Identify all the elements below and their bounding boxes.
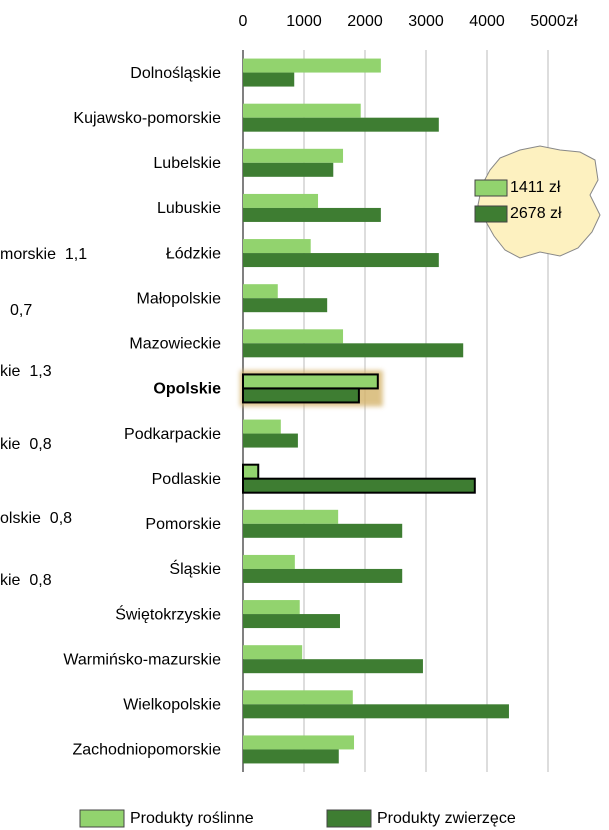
bar xyxy=(243,433,298,448)
map-legend-swatch xyxy=(474,179,508,197)
bar xyxy=(243,419,281,434)
bar xyxy=(243,117,439,132)
bar xyxy=(243,193,319,208)
y-tick-label: Wielkopolskie xyxy=(123,697,221,714)
x-tick-label: 1000 xyxy=(286,13,322,30)
bar xyxy=(242,387,360,404)
side-label: kie 0,8 xyxy=(0,572,52,589)
bar xyxy=(243,659,423,674)
bar xyxy=(243,568,403,583)
y-tick-label: Opolskie xyxy=(153,381,221,398)
bars xyxy=(240,58,509,764)
bar xyxy=(243,284,278,299)
y-tick-label: Lubuskie xyxy=(157,200,221,217)
legend-label: Produkty roślinne xyxy=(130,810,254,827)
bar xyxy=(243,690,353,705)
bar xyxy=(242,373,379,390)
x-axis-label: zł xyxy=(566,13,578,30)
bar xyxy=(243,704,509,719)
side-label: olskie 0,8 xyxy=(0,510,72,527)
y-tick-label: Zachodniopomorskie xyxy=(72,742,221,759)
bar xyxy=(243,148,344,163)
y-tick-label: Kujawsko-pomorskie xyxy=(73,110,221,127)
bar xyxy=(243,253,439,268)
bar xyxy=(243,103,361,118)
bar xyxy=(243,207,381,222)
map-legend-swatch xyxy=(474,205,508,223)
bar xyxy=(243,523,403,538)
x-tick-label: 2000 xyxy=(347,13,383,30)
x-tick-label: 4000 xyxy=(469,13,505,30)
side-label: 0,7 xyxy=(10,302,32,319)
bar xyxy=(243,298,328,313)
y-tick-label: Dolnośląskie xyxy=(130,65,221,82)
y-tick-label: Mazowieckie xyxy=(129,336,221,353)
y-tick-label: Podkarpackie xyxy=(124,426,221,443)
y-tick-label: Świętokrzyskie xyxy=(115,604,221,623)
y-tick-label: Warmińsko-mazurskie xyxy=(63,651,221,668)
bar xyxy=(243,162,334,177)
side-label: morskie 1,1 xyxy=(0,246,87,263)
y-tick-label: Śląskie xyxy=(169,559,221,578)
bar xyxy=(243,72,295,87)
bar xyxy=(243,58,381,73)
y-tick-label: Podlaskie xyxy=(152,471,221,488)
side-label: kie 0,8 xyxy=(0,436,52,453)
x-tick-label: 3000 xyxy=(408,13,444,30)
bar xyxy=(243,509,339,524)
bar xyxy=(242,463,260,480)
legend-label: Produkty zwierzęce xyxy=(377,810,516,827)
y-tick-label: Małopolskie xyxy=(137,290,222,307)
bar xyxy=(243,645,303,660)
bar xyxy=(243,239,311,254)
y-tick-label: Pomorskie xyxy=(145,516,221,533)
map-poland xyxy=(477,145,601,259)
x-tick-label: 0 xyxy=(239,13,248,30)
map-legend-text: 1411 zł xyxy=(510,179,561,196)
bar xyxy=(243,329,344,344)
legend-swatch xyxy=(326,809,372,828)
bar xyxy=(243,749,339,764)
bar xyxy=(243,614,340,629)
bar xyxy=(243,343,464,358)
y-tick-label: Łódzkie xyxy=(166,245,221,262)
bar xyxy=(243,600,300,615)
legend-swatch xyxy=(79,809,125,828)
bar xyxy=(243,735,355,750)
bar xyxy=(242,477,476,494)
y-tick-label: Lubelskie xyxy=(153,155,221,172)
map-legend-text: 2678 zł xyxy=(510,205,562,222)
bar xyxy=(243,554,295,569)
x-tick-label: 5000 xyxy=(530,13,566,30)
side-label: kie 1,3 xyxy=(0,363,52,380)
